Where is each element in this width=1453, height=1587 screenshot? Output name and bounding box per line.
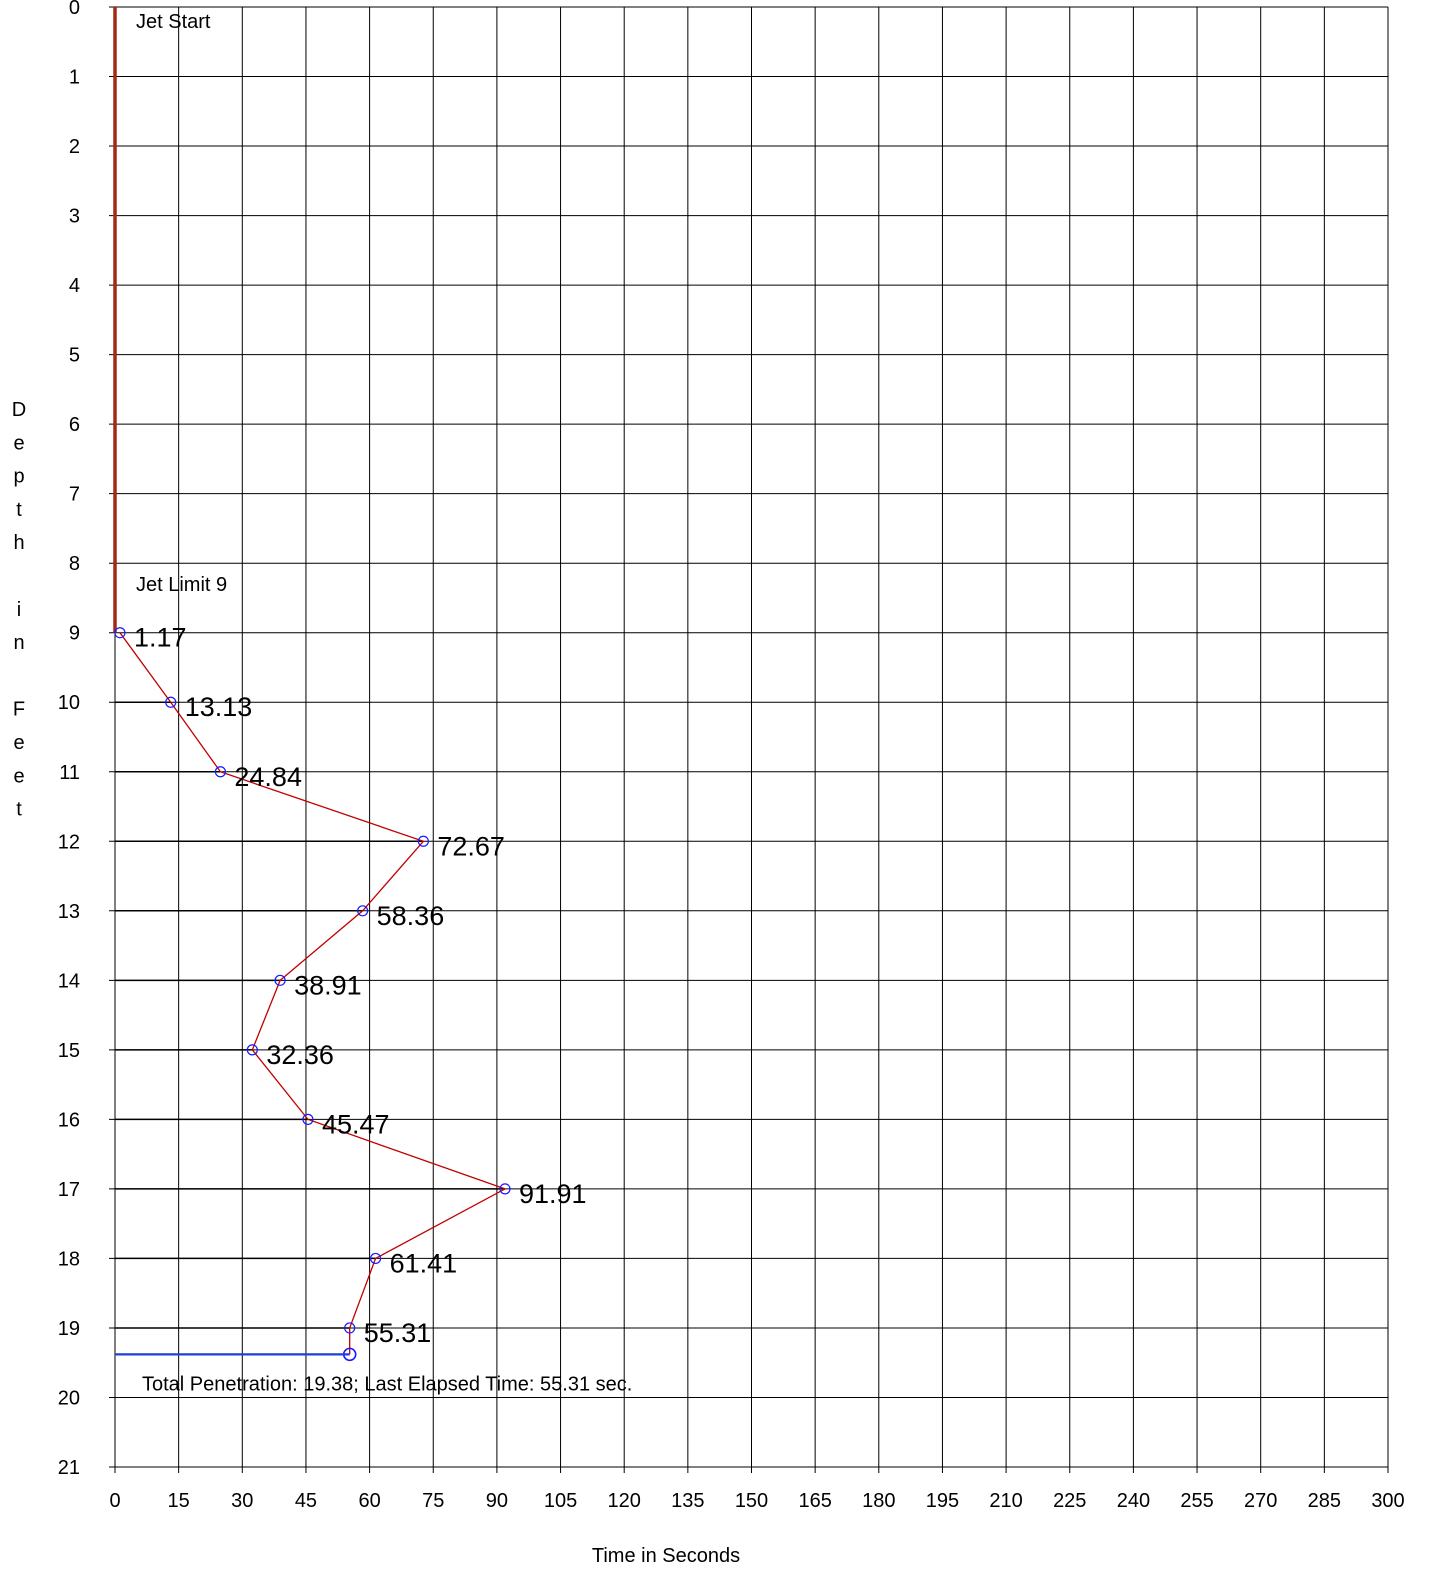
y-tick-11: 11 xyxy=(59,762,80,784)
point-10 xyxy=(165,696,177,708)
y-axis-title-letter: t xyxy=(16,499,22,521)
x-tick-120: 120 xyxy=(608,1490,641,1512)
data-label-11: 24.84 xyxy=(234,762,302,792)
x-tick-135: 135 xyxy=(671,1490,704,1512)
data-label-17: 91.91 xyxy=(519,1179,587,1209)
x-tick-255: 255 xyxy=(1180,1490,1213,1512)
x-tick-30: 30 xyxy=(231,1490,253,1512)
x-tick-labels: 0 15 30 45 60 75 90 105 120 135 150 165 180 195 210 225… xyxy=(109,1490,1404,1512)
point-17 xyxy=(499,1183,511,1195)
y-tick-20: 20 xyxy=(58,1387,80,1409)
jet-limit-label: Jet Limit 9 xyxy=(136,574,227,596)
y-tick-17: 17 xyxy=(58,1179,80,1201)
series-layer xyxy=(114,627,511,1362)
gridlines xyxy=(109,6,1389,1473)
y-tick-10: 10 xyxy=(58,692,80,714)
series-line xyxy=(119,632,507,1355)
data-label-19: 55.31 xyxy=(364,1318,432,1348)
y-tick-4: 4 xyxy=(69,275,80,297)
y-tick-15: 15 xyxy=(58,1040,80,1062)
x-tick-45: 45 xyxy=(295,1490,317,1512)
data-label-15: 32.36 xyxy=(266,1040,334,1070)
x-tick-195: 195 xyxy=(926,1490,959,1512)
y-tick-8: 8 xyxy=(69,553,80,575)
x-tick-90: 90 xyxy=(486,1490,508,1512)
data-label-14: 38.91 xyxy=(294,970,362,1000)
x-tick-0: 0 xyxy=(109,1490,120,1512)
point-19 xyxy=(344,1322,356,1334)
x-tick-180: 180 xyxy=(862,1490,895,1512)
y-tick-2: 2 xyxy=(69,136,80,158)
point-18 xyxy=(369,1252,382,1265)
y-tick-7: 7 xyxy=(69,484,80,506)
y-tick-0: 0 xyxy=(69,0,80,19)
point-11 xyxy=(214,766,227,778)
y-axis-title-letter: p xyxy=(13,466,24,488)
y-tick-5: 5 xyxy=(69,345,80,367)
x-tick-270: 270 xyxy=(1244,1490,1277,1512)
y-tick-18: 18 xyxy=(58,1248,80,1270)
point-15 xyxy=(246,1044,258,1056)
y-tick-14: 14 xyxy=(58,970,80,992)
point-14 xyxy=(274,974,286,986)
data-label-16: 45.47 xyxy=(322,1109,390,1139)
x-tick-240: 240 xyxy=(1117,1490,1150,1512)
x-tick-300: 300 xyxy=(1371,1490,1404,1512)
point-13 xyxy=(357,905,369,917)
x-tick-225: 225 xyxy=(1053,1490,1086,1512)
y-tick-12: 12 xyxy=(58,831,80,853)
y-axis-title-letter: t xyxy=(16,799,22,821)
data-label-12: 72.67 xyxy=(437,831,505,861)
point-9 xyxy=(114,627,126,639)
x-axis-title: Time in Seconds xyxy=(592,1545,740,1567)
x-tick-75: 75 xyxy=(422,1490,444,1512)
y-axis-title-letter: e xyxy=(13,432,24,454)
y-axis-title-letter: e xyxy=(13,765,24,787)
summary-annotation: Total Penetration: 19.38; Last Elapsed T… xyxy=(142,1373,632,1395)
x-tick-15: 15 xyxy=(168,1490,190,1512)
point-16 xyxy=(302,1113,314,1125)
y-tick-21: 21 xyxy=(58,1457,80,1479)
data-labels: 1.17 13.13 24.84 72.67 58.36 38.91 32.36 45.47 9… xyxy=(134,623,587,1348)
y-tick-6: 6 xyxy=(69,414,80,436)
data-label-9: 1.17 xyxy=(134,623,187,653)
y-tick-3: 3 xyxy=(69,206,80,228)
y-tick-13: 13 xyxy=(58,901,80,923)
x-tick-165: 165 xyxy=(798,1490,831,1512)
y-axis-title-letter: i xyxy=(17,599,21,621)
point-12 xyxy=(417,835,429,847)
data-label-10: 13.13 xyxy=(185,692,253,722)
x-tick-150: 150 xyxy=(735,1490,768,1512)
y-axis-title-letter: F xyxy=(13,699,25,721)
x-tick-60: 60 xyxy=(358,1490,380,1512)
x-tick-105: 105 xyxy=(544,1490,577,1512)
y-tick-9: 9 xyxy=(69,623,80,645)
y-tick-19: 19 xyxy=(58,1318,80,1340)
row-lines xyxy=(115,701,506,1329)
data-label-18: 61.41 xyxy=(390,1248,458,1278)
y-axis-title-letter: e xyxy=(13,732,24,754)
x-tick-210: 210 xyxy=(989,1490,1022,1512)
y-axis-title-letter: h xyxy=(13,532,24,554)
y-axis-title-letter: D xyxy=(12,399,26,421)
x-tick-285: 285 xyxy=(1308,1490,1341,1512)
jet-section: Jet Start Jet Limit 9 xyxy=(113,7,227,633)
jet-start-label: Jet Start xyxy=(136,11,211,33)
y-axis-title-letter: n xyxy=(13,632,24,654)
y-tick-16: 16 xyxy=(58,1109,80,1131)
data-label-13: 58.36 xyxy=(377,901,445,931)
y-tick-1: 1 xyxy=(69,67,80,89)
